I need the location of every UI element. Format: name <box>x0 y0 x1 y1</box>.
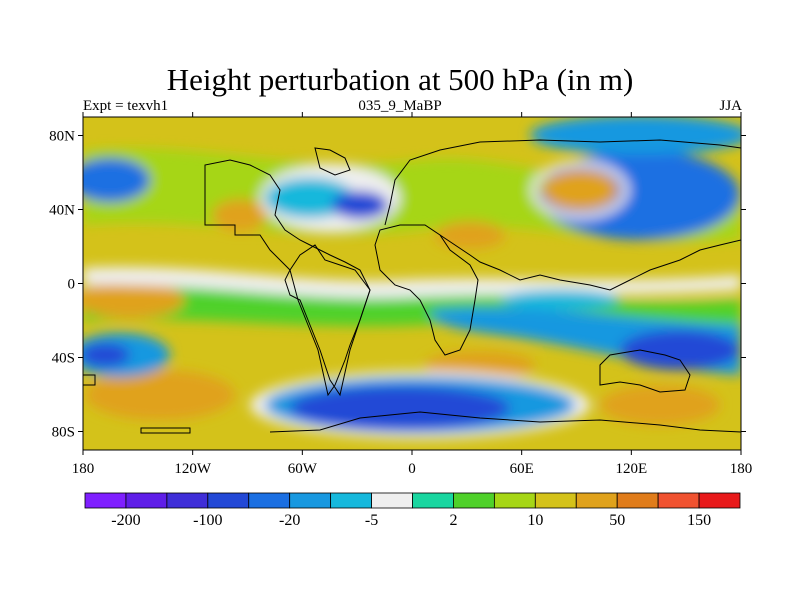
figure-title: Height perturbation at 500 hPa (in m) <box>166 62 634 97</box>
colorbar-label: -20 <box>279 512 300 529</box>
lon-label: 120W <box>174 461 212 477</box>
colorbar-swatch <box>84 492 127 509</box>
coast-eurasia <box>384 139 741 291</box>
season-label: JJA <box>719 98 742 114</box>
coast-australia <box>599 349 691 393</box>
colorbar-label: 50 <box>609 512 625 529</box>
lon-label: 180 <box>730 461 753 477</box>
lat-label: 40S <box>52 351 75 367</box>
field-high-asia <box>542 170 618 210</box>
colorbar-swatch <box>412 492 454 509</box>
field-low-arctic <box>530 117 741 155</box>
field-low-aus <box>620 330 740 370</box>
period-label: 035_9_MaBP <box>358 98 442 114</box>
lon-label: 120E <box>615 461 647 477</box>
colorbar-label: 150 <box>687 512 711 529</box>
colorbar-swatch <box>289 492 332 509</box>
colorbar-swatch <box>698 492 741 509</box>
colorbar-swatch <box>534 492 577 509</box>
lat-label: 80S <box>52 425 75 441</box>
longitude-axis: 180 120W 60W 0 60E 120E 180 <box>72 112 753 477</box>
lon-label: 60W <box>288 461 318 477</box>
colorbar-swatch <box>371 492 413 509</box>
field-orange-4 <box>600 385 720 425</box>
colorbar-swatch <box>207 492 250 509</box>
coast-antarctica <box>269 411 741 433</box>
field-orange-5 <box>83 282 185 318</box>
colorbar-label: 10 <box>527 512 543 529</box>
lon-label: 0 <box>408 461 416 477</box>
colorbar-label: -200 <box>111 512 140 529</box>
lat-label: 80N <box>49 129 75 145</box>
field-low-nh-2 <box>332 191 388 219</box>
field-high-asia-ring <box>531 161 629 219</box>
colorbar-swatch <box>125 492 168 509</box>
colorbar-swatch <box>657 492 700 509</box>
height-field <box>83 117 741 450</box>
lat-label: 40N <box>49 203 75 219</box>
colorbar-label: -100 <box>193 512 222 529</box>
colorbar-label: 2 <box>449 512 457 529</box>
coast-americas <box>204 159 371 397</box>
colorbar-swatch <box>575 492 618 509</box>
colorbar-swatch <box>493 492 536 509</box>
coastlines <box>83 139 741 434</box>
coast-africa <box>374 224 479 356</box>
field-low-sh-inner <box>290 386 510 430</box>
coast-antarctic-shelf <box>140 427 191 434</box>
colorbar-swatch <box>616 492 659 509</box>
latitude-axis: 80N 40N 0 40S 80S <box>49 129 746 441</box>
colorbar-swatch <box>330 492 372 509</box>
colorbar: -200 -100 -20 -5 2 10 50 150 <box>84 492 741 529</box>
colorbar-swatch <box>166 492 209 509</box>
colorbar-swatch <box>453 492 495 509</box>
field-low-eq <box>500 290 620 310</box>
lon-label: 60E <box>510 461 534 477</box>
field-orange-2 <box>435 221 505 249</box>
field-low-pacific <box>83 158 150 202</box>
field-low-nh-1 <box>265 178 355 218</box>
field-low-sw-2 <box>83 343 130 367</box>
colorbar-label: -5 <box>365 512 378 529</box>
coast-south-america <box>289 244 371 397</box>
field-orange-3 <box>85 370 235 420</box>
coast-greenland <box>314 147 351 176</box>
lon-label: 180 <box>72 461 95 477</box>
lat-label: 0 <box>68 277 76 293</box>
experiment-label: Expt = texvh1 <box>83 98 169 114</box>
field-orange-1 <box>212 199 268 231</box>
coast-tip <box>83 374 96 386</box>
colorbar-swatch <box>248 492 291 509</box>
